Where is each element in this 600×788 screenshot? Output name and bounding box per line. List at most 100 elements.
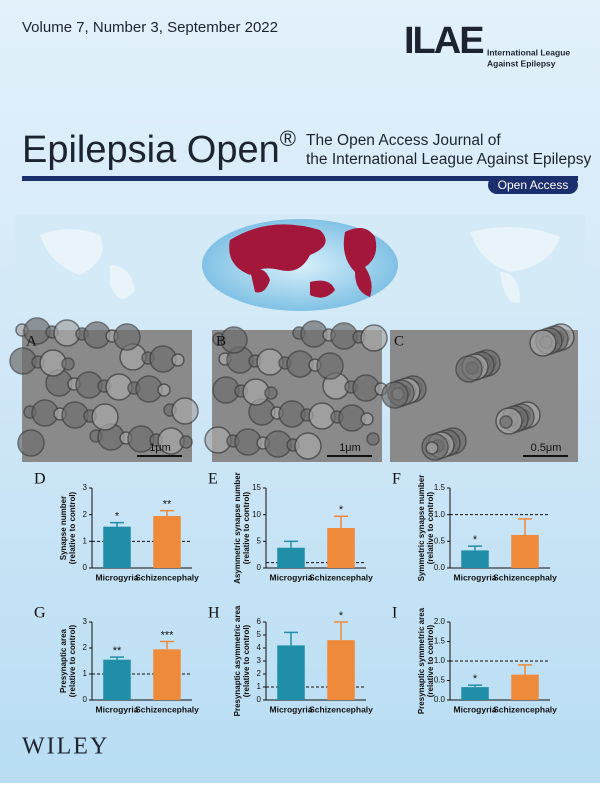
y-tick-label: 0.0 (434, 695, 446, 704)
x-tick-label: Microgyria (96, 572, 139, 582)
panel-label: B (216, 333, 226, 349)
panel-letter: I (392, 605, 397, 622)
panel-letter: F (392, 471, 401, 488)
y-tick-label: 0 (83, 563, 88, 572)
y-tick-label: 0.0 (434, 563, 446, 572)
bar (277, 645, 305, 700)
bar (153, 649, 181, 700)
title: Epilepsia Open (22, 129, 280, 171)
logo: ILAE (404, 20, 483, 62)
panel-letter: G (34, 605, 46, 622)
y-tick-label: 3 (83, 483, 88, 492)
x-tick-label: Microgyria (454, 704, 497, 714)
x-tick-label: Microgyria (270, 572, 313, 582)
significance: * (115, 511, 120, 523)
tagline: The Open Access Journal of (306, 132, 501, 149)
y-axis-label: Presynaptic symmetric area (417, 607, 426, 714)
bar (103, 659, 131, 700)
volume: Volume 7, Number 3, September 2022 (22, 19, 278, 36)
scale-label: 1μm (339, 442, 361, 454)
panel-letter: E (208, 471, 218, 488)
texture (264, 386, 278, 400)
bar (153, 516, 181, 568)
y-tick-label: 2.0 (434, 617, 446, 626)
y-axis-label: (relative to control) (426, 491, 435, 564)
y-tick-label: 1.0 (434, 656, 446, 665)
badge-bg (488, 176, 578, 194)
significance: ** (163, 499, 172, 511)
y-tick-label: 6 (257, 617, 262, 626)
y-tick-label: 5 (257, 630, 262, 639)
texture (366, 432, 380, 446)
journal-title: Epilepsia Open® (22, 126, 296, 171)
bar (461, 550, 489, 568)
registered: ® (280, 126, 296, 151)
x-tick-label: Microgyria (96, 704, 139, 714)
y-axis-label: Symmetric synapse number (417, 475, 426, 582)
texture (171, 397, 199, 425)
texture (17, 429, 45, 457)
y-axis-label: Presynaptic asymmetric area (233, 605, 242, 716)
texture (499, 415, 513, 429)
texture (157, 383, 171, 397)
panel-letter: H (208, 605, 220, 622)
continents (40, 227, 560, 303)
texture (179, 435, 193, 449)
bar (511, 534, 539, 568)
texture (316, 352, 344, 380)
tagline: the International League Against Epileps… (306, 151, 591, 168)
x-tick-label: Schizencephaly (135, 704, 199, 714)
y-axis-label: Presynaptic area (59, 628, 68, 693)
bar (277, 547, 305, 568)
y-tick-label: 0 (83, 695, 88, 704)
y-tick-label: 1 (257, 682, 262, 691)
y-axis-label: Asymmetric synapse number (233, 472, 242, 584)
rule (22, 176, 578, 181)
texture (360, 412, 374, 426)
x-tick-label: Schizencephaly (309, 572, 373, 582)
y-tick-label: 0.5 (434, 536, 446, 545)
x-tick-label: Schizencephaly (493, 704, 557, 714)
y-tick-label: 15 (252, 483, 261, 492)
panel-label: C (394, 333, 404, 349)
logo-org: Against Epilepsy (487, 58, 556, 68)
y-tick-label: 2 (83, 510, 88, 519)
y-tick-label: 0.5 (434, 676, 446, 685)
continents-red (229, 224, 377, 298)
texture (61, 357, 75, 371)
y-tick-label: 1 (83, 536, 88, 545)
texture (220, 326, 248, 354)
scale-label: 0.5μm (531, 442, 562, 454)
significance: * (339, 610, 344, 622)
y-tick-label: 1.5 (434, 483, 446, 492)
x-tick-label: Microgyria (454, 572, 497, 582)
y-axis-label: (relative to control) (68, 491, 77, 564)
y-axis-label: (relative to control) (242, 624, 251, 697)
y-tick-label: 4 (257, 643, 262, 652)
y-tick-label: 5 (257, 536, 262, 545)
significance: * (339, 504, 344, 516)
y-tick-label: 1.0 (434, 510, 446, 519)
texture (113, 323, 141, 351)
texture (529, 329, 557, 357)
bar (511, 674, 539, 700)
y-tick-label: 2 (257, 669, 262, 678)
significance: ** (113, 645, 122, 657)
significance: * (473, 534, 478, 546)
x-tick-label: Schizencephaly (135, 572, 199, 582)
x-tick-label: Schizencephaly (493, 572, 557, 582)
texture (171, 353, 185, 367)
x-tick-label: Schizencephaly (309, 704, 373, 714)
bar (327, 640, 355, 700)
panel-label: A (26, 333, 37, 349)
texture (360, 324, 388, 352)
y-tick-label: 1 (83, 669, 88, 678)
publisher: WILEY (22, 734, 109, 760)
y-axis-label: Synapse number (59, 496, 68, 560)
bar (103, 526, 131, 568)
badge: Open Access (498, 178, 569, 192)
y-tick-label: 2 (83, 643, 88, 652)
y-tick-label: 3 (257, 656, 262, 665)
texture (91, 403, 119, 431)
